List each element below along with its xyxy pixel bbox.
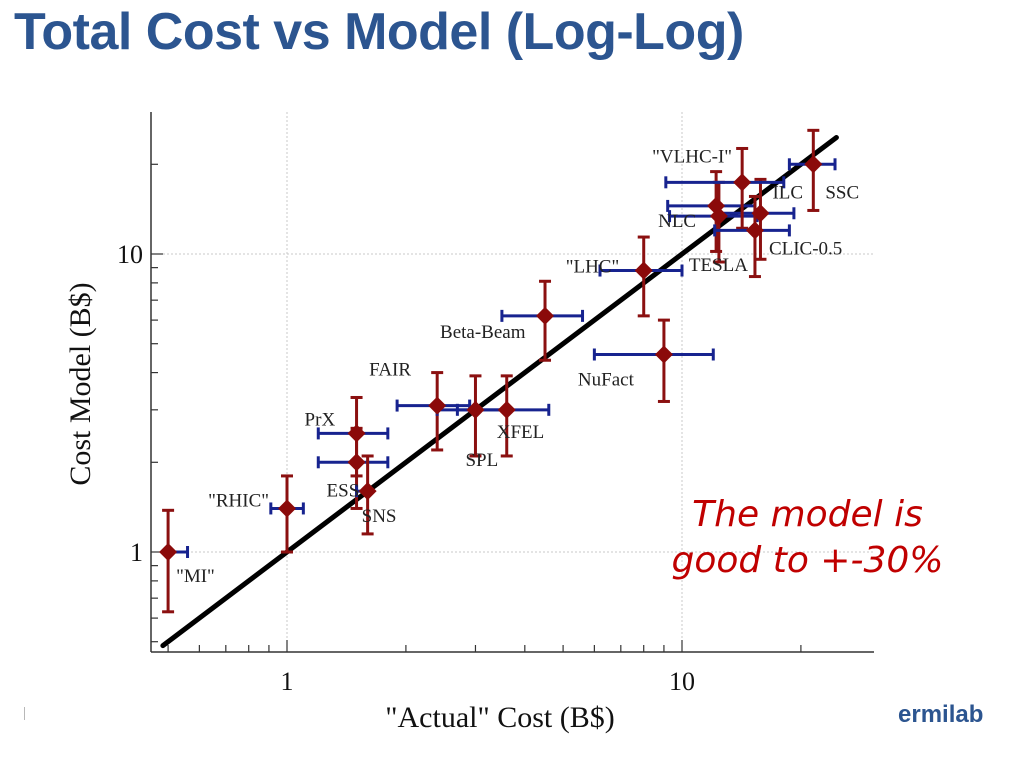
data-point (634, 261, 653, 280)
data-point-label: "LHC" (566, 257, 620, 278)
data-point (536, 306, 555, 325)
data-point-label: PrX (305, 409, 336, 430)
grid-lines (151, 112, 874, 652)
data-point-label: FAIR (369, 360, 411, 381)
data-point-label: CLIC-0.5 (769, 238, 842, 259)
data-point (745, 221, 764, 240)
data-point-label: SSC (825, 182, 859, 203)
data-point (733, 173, 752, 192)
data-point (159, 543, 178, 561)
data-point-label: "RHIC" (208, 490, 269, 511)
data-point (428, 396, 447, 415)
data-point (466, 400, 485, 419)
fit-line (160, 135, 839, 649)
annotation-line-2: good to +-30% (671, 540, 944, 581)
accuracy-annotation: The model is good to +-30% (640, 492, 975, 584)
data-point-label: XFEL (497, 422, 545, 443)
annotation-line-1: The model is (692, 494, 923, 535)
data-point-label: TESLA (689, 255, 748, 276)
data-point-label: NLC (658, 211, 696, 232)
data-point-label: SPL (465, 450, 498, 471)
tick-labels: 1 10 1 10 (117, 240, 695, 696)
x-tick-label: 10 (669, 667, 695, 696)
x-tick-label: 1 (281, 667, 294, 696)
data-point (358, 482, 377, 501)
data-point-label: NuFact (578, 369, 635, 390)
data-points (159, 155, 823, 561)
data-point (347, 453, 366, 472)
data-point-label: "MI" (176, 566, 215, 587)
plot-axes (150, 112, 874, 653)
data-point-label: "VLHC-I" (652, 146, 732, 167)
data-point-label: Beta-Beam (440, 322, 526, 343)
data-point-label: ILC (772, 182, 803, 203)
data-point (278, 499, 296, 518)
slide-title: Total Cost vs Model (Log-Log) (14, 3, 744, 61)
x-axis-label: "Actual" Cost (B$) (385, 701, 614, 734)
data-point (804, 155, 823, 174)
data-point (707, 196, 726, 215)
data-point (497, 400, 516, 419)
y-tick-label: 10 (117, 240, 143, 269)
y-axis-label: Cost Model (B$) (64, 282, 97, 485)
footer-divider (24, 707, 25, 720)
y-tick-label: 1 (130, 538, 143, 567)
fermilab-logo-text: ermilab (898, 701, 984, 728)
data-point (654, 345, 673, 364)
data-point-label: ESS (327, 480, 360, 501)
data-point (347, 424, 366, 443)
data-point (751, 204, 770, 223)
data-point-label: SNS (362, 506, 397, 527)
